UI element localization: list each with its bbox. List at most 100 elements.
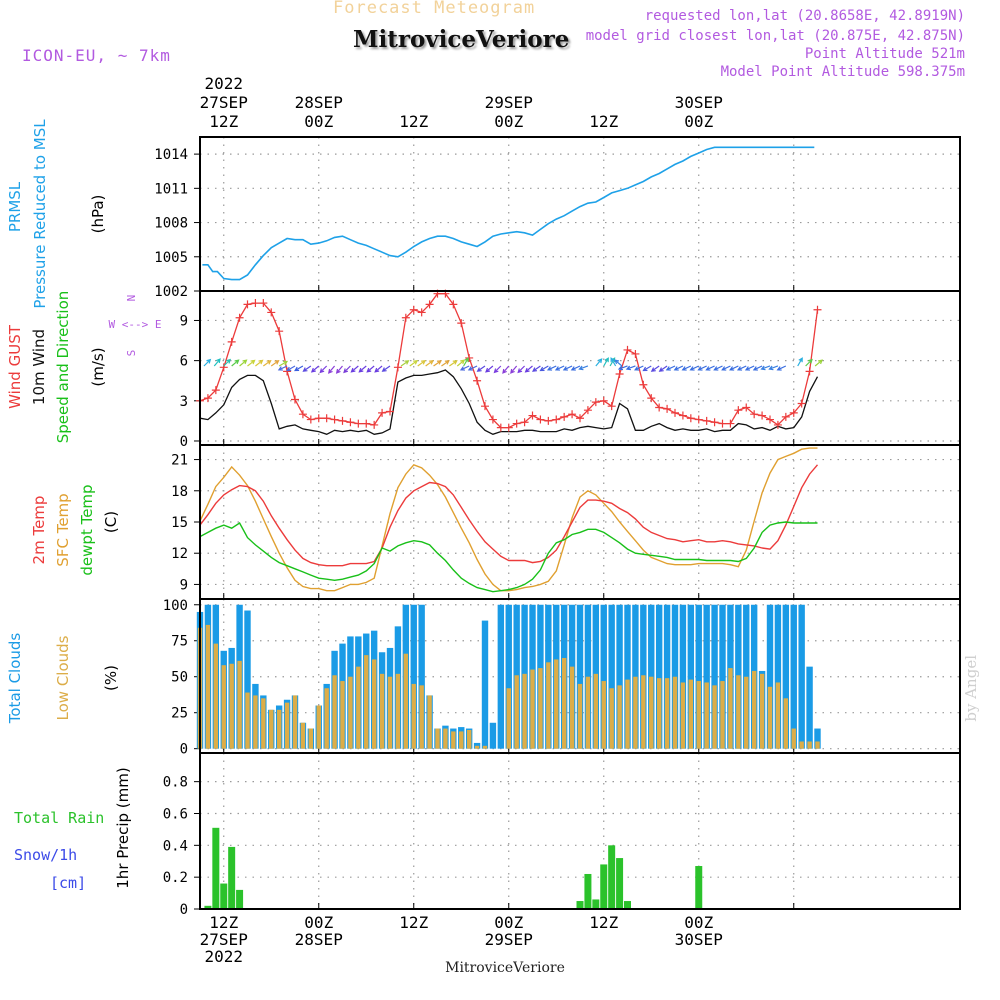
total-cloud-bar: [695, 604, 702, 749]
wind-gust-point: [401, 313, 410, 322]
wind-direction-arrow: [744, 365, 755, 371]
low-cloud-bar: [229, 663, 234, 749]
low-cloud-bar: [466, 729, 472, 749]
wind-direction-arrow: [603, 357, 609, 367]
temperature-ytick-label: 9: [180, 577, 188, 593]
wind-gust-point: [496, 423, 505, 432]
wind-gust-point: [362, 419, 371, 428]
precip-bar: [584, 873, 592, 909]
low-cloud-bar: [696, 681, 701, 749]
temp-sfc-label: SFC Temp: [54, 493, 72, 566]
wind-gust-point: [203, 394, 212, 403]
top-time-label: 29SEP: [485, 93, 533, 112]
wind-direction-arrow: [459, 365, 470, 371]
wind-gust-point: [267, 308, 276, 317]
bottom-time-label: 29SEP: [485, 930, 533, 949]
bottom-time-label: 12Z: [399, 913, 428, 932]
wind-direction-arrow: [760, 365, 771, 371]
wind-direction-arrow: [203, 358, 212, 367]
wind-gust-point: [615, 370, 624, 379]
low-cloud-bar: [530, 669, 535, 749]
total-cloud-bar: [806, 666, 813, 749]
wind-gust-point: [583, 406, 592, 415]
wind-gust-point: [591, 398, 600, 407]
wind-direction-arrow: [617, 365, 628, 371]
total-cloud-bar: [418, 604, 425, 749]
total-cloud-bar: [814, 728, 821, 749]
total-cloud-bar: [410, 604, 417, 749]
low-cloud-bar: [561, 658, 567, 749]
precip-bar: [624, 901, 631, 909]
wind-gust-point: [750, 410, 759, 419]
total-cloud-bar: [576, 604, 584, 749]
wind-gust-point: [726, 419, 735, 428]
wind-gust-point: [425, 300, 434, 309]
wind-direction-arrow: [302, 365, 312, 372]
wind-gust-point: [552, 415, 561, 424]
pressure-axis-label-2: Pressure Reduced to MSL: [31, 119, 49, 309]
wind-direction-arrow: [713, 365, 723, 371]
wind-gust-point: [346, 418, 355, 427]
low-cloud-bar: [356, 666, 361, 749]
footer-station: MitroviceVeriore: [445, 960, 565, 976]
wind-direction-arrow: [223, 358, 231, 367]
precip-bar: [616, 858, 624, 909]
wind-gust-point: [694, 415, 703, 424]
model-point-altitude: Model Point Altitude 598.375m: [720, 64, 965, 80]
wind-gust-point: [655, 403, 664, 412]
total-cloud-bar: [616, 604, 623, 749]
wind-direction-arrow: [213, 358, 221, 367]
precip-bar: [212, 827, 220, 909]
wind-direction-arrow: [673, 365, 684, 371]
wind-ytick-label: 9: [180, 313, 188, 329]
wind-direction-arrow: [456, 359, 466, 367]
top-time-label: 28SEP: [295, 93, 343, 112]
low-cloud-bar: [395, 673, 401, 749]
low-cloud-bar: [688, 679, 694, 749]
low-cloud-bar: [451, 731, 456, 749]
wind-gust-point: [259, 299, 268, 308]
low-cloud-bar: [807, 741, 812, 749]
wind-gust-point: [560, 412, 569, 421]
bottom-time-label: 00Z: [684, 913, 713, 932]
bottom-time-label: 00Z: [304, 913, 333, 932]
low-cloud-bar: [253, 695, 258, 749]
wind-direction-arrow: [277, 365, 288, 371]
low-cloud-bar: [649, 676, 654, 749]
wind-direction-arrow: [286, 365, 296, 372]
top-time-label: 12Z: [589, 112, 618, 131]
top-time-label: 27SEP: [200, 93, 248, 112]
low-cloud-bar: [783, 698, 789, 749]
wind-direction-arrow: [485, 365, 494, 373]
precip-axis-label: 1hr Precip (mm): [114, 767, 132, 888]
wind-gust-point: [488, 415, 497, 424]
precip-bar: [600, 864, 608, 909]
wind-gust-point: [465, 353, 474, 362]
pressure-unit: (hPa): [89, 195, 107, 234]
wind-direction-arrow: [255, 359, 264, 367]
wind-gust-point: [734, 406, 743, 415]
wind-gust-point: [235, 313, 244, 322]
wind-gust-point: [275, 327, 284, 336]
low-cloud-bar: [569, 666, 575, 749]
wind-direction-arrow: [539, 365, 549, 372]
total-cloud-bar: [687, 604, 695, 749]
low-cloud-bar: [261, 698, 266, 749]
wind-direction-arrow: [614, 359, 623, 367]
wind-gust-label: Wind GUST: [6, 324, 24, 409]
top-time-label: 12Z: [399, 112, 428, 131]
wind-gust-point: [291, 395, 299, 404]
wind-direction-arrow: [776, 365, 787, 371]
low-cloud-bar: [601, 681, 606, 749]
low-cloud-bar: [316, 705, 321, 749]
low-cloud-bar: [767, 686, 773, 749]
low-cloud-bar: [221, 665, 226, 749]
top-time-label: 12Z: [209, 112, 238, 131]
wind-gust-point: [671, 408, 679, 417]
low-cloud-bar: [482, 745, 488, 749]
wind-gust-point: [338, 416, 347, 425]
wind-gust-point: [211, 386, 220, 395]
wind-direction-arrow: [262, 359, 272, 367]
wind-direction-arrow: [400, 360, 410, 367]
wind-gust-point: [647, 394, 656, 403]
